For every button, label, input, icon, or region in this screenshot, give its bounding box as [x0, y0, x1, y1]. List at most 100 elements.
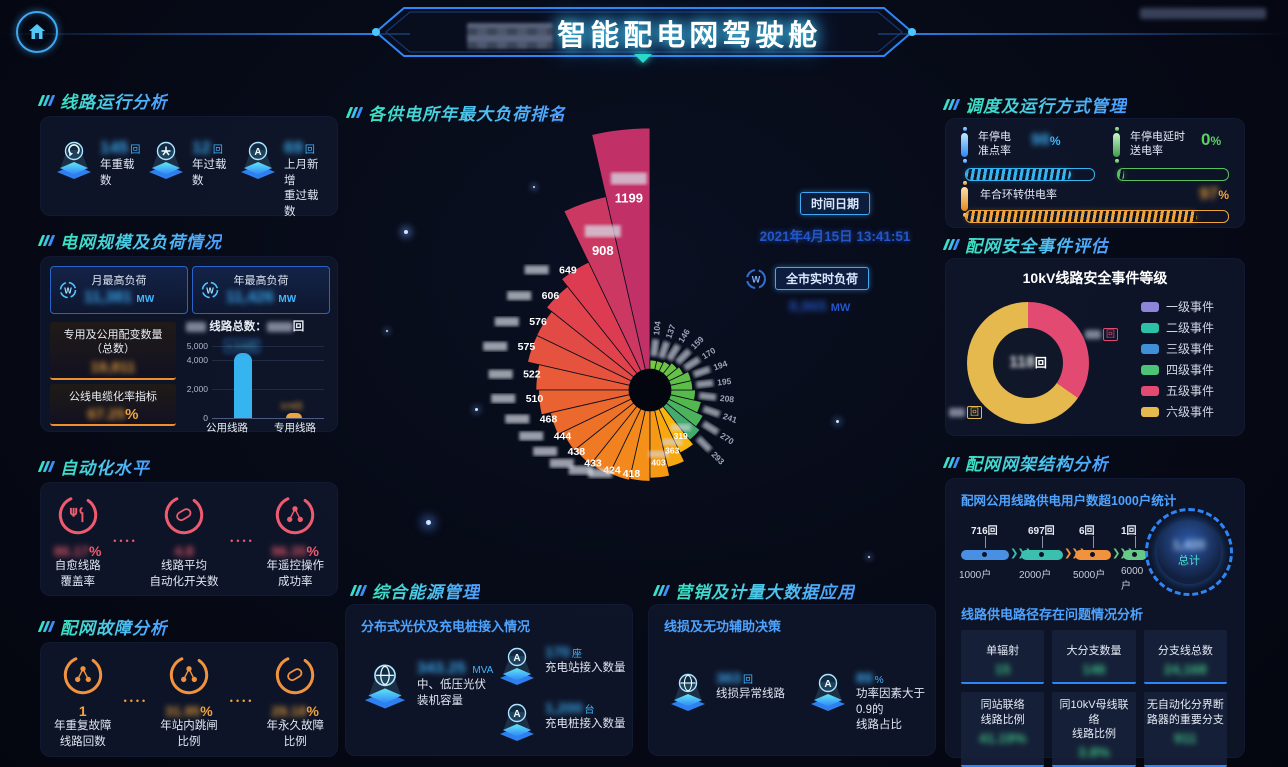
- problem-cells: 单辐射 15 大分支数量 146 分支线总数 24,168 同站联络 线路比例 4…: [961, 630, 1227, 767]
- watt-icon: W: [746, 268, 766, 289]
- card-structure: 配网公用线路供电用户数超1000户统计 716回1000户❯❯❯697回2000…: [945, 478, 1245, 767]
- watt-icon: W: [201, 281, 219, 299]
- svg-text:W: W: [752, 274, 761, 284]
- cell-big-branch: 大分支数量 146: [1052, 630, 1136, 685]
- svg-text:908: 908: [592, 243, 614, 258]
- globe-icon: [359, 660, 411, 712]
- safety-donut-chart: 118回 回 回: [949, 302, 1119, 424]
- svg-text:1199: 1199: [615, 191, 643, 206]
- stat-avg-switch: 4.8 线路平均 自动化开关数: [149, 492, 218, 590]
- section-bars-icon: [942, 239, 961, 250]
- dispatch-item-punctuality: 年停电 准点率 98%: [961, 127, 1061, 163]
- clock-block: 时间日期 2021年4月15日 13:41:51 W 全市实时负荷 8,965 …: [745, 192, 925, 315]
- share-icon: [60, 652, 106, 698]
- line-total-bar-chart: 线路总数：回 0 2,000 4,000 5,000 4,509回 329回 公用线路 专…: [186, 318, 332, 434]
- section-bars-icon: [349, 585, 368, 596]
- svg-text:418: 418: [623, 468, 641, 480]
- card-automation: 86.17% 自愈线路 覆盖率 •••• 4.8 线路平均 自动化开关数 •••• …: [40, 482, 338, 596]
- svg-text:444: 444: [554, 430, 572, 442]
- header-line-right: [878, 33, 1288, 35]
- card-dispatch: 年停电 准点率 98% 年停电延时 送电率 0% 年合环转供电率 97%: [945, 118, 1245, 228]
- stat-new-overload: 69 回 上月新增 重过载数: [236, 138, 328, 220]
- share-icon: [272, 492, 318, 538]
- switch-icon: [161, 492, 207, 538]
- header-line-left: [0, 33, 410, 35]
- svg-text:522: 522: [523, 369, 541, 381]
- capsule-icon: [961, 181, 968, 217]
- section-title-dispatch: 调度及运行方式管理: [942, 92, 1127, 117]
- year-max-load-box: W 年最高负荷 11,426 MW: [192, 266, 330, 314]
- svg-text:241: 241: [722, 411, 739, 425]
- svg-text:159: 159: [689, 334, 706, 351]
- home-icon: [29, 24, 45, 39]
- stat-charge-pile: 1,200 台 充电桩接入数量: [495, 700, 626, 744]
- cell-branch-total: 分支线总数 24,168: [1143, 630, 1227, 685]
- card-safety: 10kV线路安全事件等级 118回 回 回 一级事件 二级事件 三级事件 四级事件 五级…: [945, 258, 1245, 436]
- auto-a-icon: [495, 700, 539, 744]
- card-fault: 1 年重复故障 线路回数 •••• 31.95% 年站内跳闸 比例 •••• 29.…: [40, 642, 338, 757]
- section-bars-icon: [652, 585, 671, 596]
- section-title-marketing: 营销及计量大数据应用: [652, 578, 855, 603]
- section-title-energy: 综合能源管理: [349, 578, 480, 603]
- progress-bar-punctuality: [965, 168, 1095, 181]
- legend-item: 五级事件: [1141, 380, 1214, 401]
- card-grid-scale: W 月最高负荷 11,381 MW W 年最高负荷 11,426 MW 专用及公…: [40, 256, 338, 434]
- auto-a-icon: [495, 644, 539, 688]
- section-title-fault: 配网故障分析: [37, 614, 168, 639]
- cell-same-bus: 同10kV母线联络 线路比例 3.8%: [1052, 692, 1136, 767]
- section-title-automation: 自动化水平: [37, 454, 150, 479]
- stat-repeat-fault: 1 年重复故障 线路回数: [54, 652, 112, 750]
- legend-item: 六级事件: [1141, 401, 1214, 422]
- svg-text:170: 170: [700, 345, 718, 361]
- legend-item: 四级事件: [1141, 359, 1214, 380]
- bar-plot-area: 0 2,000 4,000 5,000 4,509回 329回: [187, 339, 324, 423]
- stat-power-factor: 89% 功率因素大于0.9的 线路占比: [806, 670, 936, 734]
- dispatch-item-delay: 年停电延时 送电率 0%: [1113, 127, 1221, 163]
- censored-title-prefix: [466, 23, 553, 49]
- section-bars-icon: [37, 95, 56, 106]
- section-title-structure: 配网网架结构分析: [942, 450, 1109, 475]
- svg-text:194: 194: [712, 358, 729, 372]
- svg-text:363: 363: [665, 446, 679, 456]
- dots-separator: ••••: [113, 536, 138, 547]
- section-bars-icon: [37, 235, 56, 246]
- title-banner: 智能配电网驾驶舱: [364, 2, 924, 64]
- stat-station-trip: 31.95% 年站内跳闸 比例: [160, 652, 218, 750]
- cell-single-radial: 单辐射 15: [961, 630, 1045, 685]
- dots-separator: ••••: [123, 696, 149, 707]
- svg-text:510: 510: [526, 393, 544, 405]
- legend-item: 二级事件: [1141, 317, 1214, 338]
- svg-text:195: 195: [717, 376, 732, 388]
- card-line-analysis: 145 回 年重载数 12 回 年过载数 69 回 上月新增 重过载数: [40, 116, 338, 218]
- auto-a-icon: [806, 670, 850, 714]
- cell-no-auto-breaker: 无自动化分界断 路器的重要分支 911: [1143, 692, 1227, 767]
- page-title: 智能配电网驾驶舱: [364, 12, 924, 54]
- stat-self-heal: 86.17% 自愈线路 覆盖率: [54, 492, 102, 590]
- corner-company-text: [1140, 8, 1266, 19]
- card-marketing: 线损及无功辅助决策 363 回 线损异常线路 89% 功率因素大于0.9的 线路占比: [648, 604, 936, 756]
- svg-text:403: 403: [651, 458, 665, 468]
- stat-remote-success: 96.35% 年遥控操作 成功率: [266, 492, 324, 590]
- section-bars-icon: [37, 621, 56, 632]
- svg-text:104: 104: [651, 320, 663, 335]
- section-title-grid-scale: 电网规模及负荷情况: [37, 228, 222, 253]
- svg-text:468: 468: [540, 413, 558, 425]
- svg-text:208: 208: [719, 393, 734, 405]
- date-badge: 时间日期: [799, 192, 870, 215]
- callout-level6: 回: [949, 406, 983, 419]
- watt-icon: W: [59, 281, 77, 299]
- svg-text:319: 319: [674, 431, 688, 441]
- section-title-safety: 配网安全事件评估: [942, 232, 1109, 257]
- legend-item: 一级事件: [1141, 296, 1214, 317]
- progress-bar-delay: [1117, 168, 1229, 181]
- auto-a-icon: [236, 138, 280, 182]
- svg-text:575: 575: [518, 341, 536, 353]
- datetime-text: 2021年4月15日 13:41:51: [759, 229, 911, 244]
- dots-separator: ••••: [229, 696, 255, 707]
- home-button[interactable]: [16, 11, 58, 53]
- svg-text:W: W: [64, 287, 72, 296]
- donut-title: 10kV线路安全事件等级: [1022, 270, 1168, 286]
- svg-text:270: 270: [719, 430, 737, 446]
- share-icon: [166, 652, 212, 698]
